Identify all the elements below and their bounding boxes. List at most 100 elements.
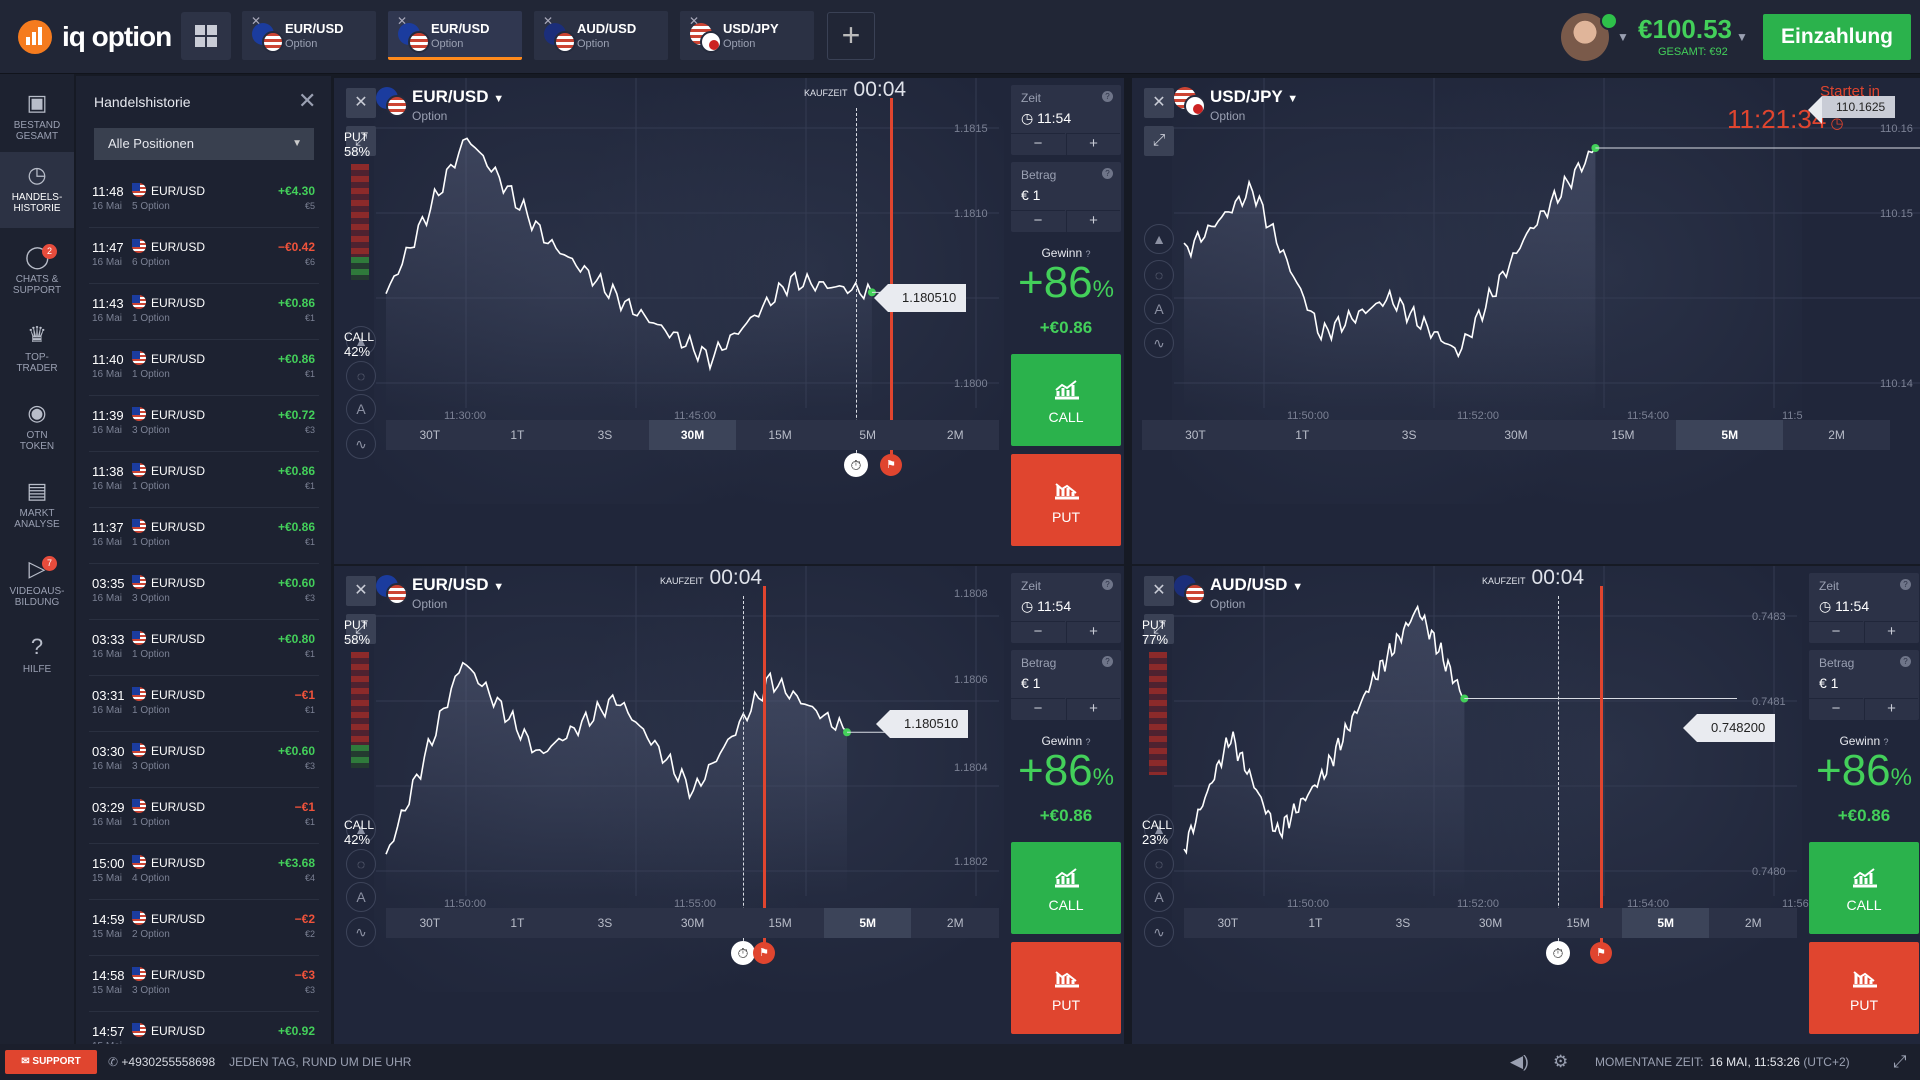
nav-top-trader[interactable]: ♛ TOP- TRADER <box>16 322 58 375</box>
timescale-icon[interactable]: ◌ <box>1144 849 1174 879</box>
put-button[interactable]: PUT <box>1809 942 1919 1034</box>
help-icon[interactable]: ? <box>1102 168 1113 179</box>
amount-box[interactable]: Betrag? € 1 − + <box>1011 650 1121 720</box>
drawing-tool-icon[interactable]: A <box>1144 294 1174 324</box>
timeframe-option[interactable]: 1T <box>1308 916 1323 930</box>
history-row[interactable]: 11:38 16 Mai EUR/USD 1 Option +€0.86 €1 <box>89 452 319 508</box>
time-increase-button[interactable]: + <box>1864 621 1918 643</box>
support-button[interactable]: ✉ SUPPORT <box>5 1050 97 1074</box>
timeframe-option[interactable]: 30T <box>1185 428 1206 442</box>
amount-decrease-button[interactable]: − <box>1011 210 1065 232</box>
chart-type-icon[interactable]: ▲ <box>1144 814 1174 844</box>
timeframe-option[interactable]: 5M <box>1676 420 1784 450</box>
timeframe-option[interactable]: 2M <box>1828 428 1845 442</box>
help-icon[interactable]: ? <box>1900 656 1911 667</box>
history-row[interactable]: 03:33 16 Mai EUR/USD 1 Option +€0.80 €1 <box>89 620 319 676</box>
nav-portfolio[interactable]: ▣ BESTAND GESAMT <box>13 90 61 143</box>
timescale-icon[interactable]: ◌ <box>1144 260 1174 290</box>
add-tab-button[interactable]: + <box>827 12 875 60</box>
history-row[interactable]: 03:35 16 Mai EUR/USD 3 Option +€0.60 €3 <box>89 564 319 620</box>
timescale-icon[interactable]: ◌ <box>346 849 376 879</box>
time-decrease-button[interactable]: − <box>1011 621 1065 643</box>
timeframe-option[interactable]: 30M <box>1478 916 1503 930</box>
expiry-time-box[interactable]: Zeit? ◷ 11:54 − + <box>1011 85 1121 155</box>
history-row[interactable]: 03:29 16 Mai EUR/USD 1 Option −€1 €1 <box>89 788 319 844</box>
nav-video-education[interactable]: ▷ 7 VIDEOAUS- BILDUNG <box>9 556 65 608</box>
deposit-button[interactable]: Einzahlung <box>1763 14 1911 60</box>
gear-icon[interactable]: ⚙ <box>1553 1052 1569 1071</box>
timeframe-option[interactable]: 30T <box>419 428 441 442</box>
sound-icon[interactable]: ◀) <box>1510 1052 1529 1071</box>
help-icon[interactable]: ? <box>1102 656 1113 667</box>
nav-market-analysis[interactable]: ▤ MARKT ANALYSE <box>14 478 60 531</box>
fullscreen-icon[interactable]: ⤢ <box>1893 1052 1907 1071</box>
help-icon[interactable]: ? <box>1900 579 1911 590</box>
timeframe-option[interactable]: 2M <box>1744 916 1762 930</box>
help-icon[interactable]: ? <box>1085 737 1091 747</box>
indicators-icon[interactable]: ∿ <box>346 917 376 947</box>
drawing-tool-icon[interactable]: A <box>346 394 376 424</box>
help-icon[interactable]: ? <box>1102 579 1113 590</box>
timeframe-option[interactable]: 3S <box>597 916 613 930</box>
history-row[interactable]: 14:59 15 Mai EUR/USD 2 Option −€2 €2 <box>89 900 319 956</box>
timeframe-option[interactable]: 5M <box>1621 908 1710 938</box>
amount-decrease-button[interactable]: − <box>1011 698 1065 720</box>
indicators-icon[interactable]: ∿ <box>1144 917 1174 947</box>
drawing-tool-icon[interactable]: A <box>346 882 376 912</box>
time-decrease-button[interactable]: − <box>1809 621 1863 643</box>
call-button[interactable]: CALL <box>1011 354 1121 446</box>
chevron-down-icon[interactable]: ▼ <box>1736 30 1748 44</box>
history-row[interactable]: 15:00 15 Mai EUR/USD 4 Option +€3.68 €4 <box>89 844 319 900</box>
timeframe-option[interactable]: 30T <box>1217 916 1239 930</box>
help-icon[interactable]: ? <box>1102 91 1113 102</box>
call-button[interactable]: CALL <box>1011 842 1121 934</box>
close-tab-icon[interactable]: ✕ <box>251 14 262 28</box>
timeframe-option[interactable]: 30M <box>648 420 737 450</box>
amount-input[interactable]: € 1 <box>1021 187 1041 203</box>
history-row[interactable]: 11:43 16 Mai EUR/USD 1 Option +€0.86 €1 <box>89 284 319 340</box>
history-row[interactable]: 11:40 16 Mai EUR/USD 1 Option +€0.86 €1 <box>89 340 319 396</box>
close-tab-icon[interactable]: ✕ <box>689 14 700 28</box>
amount-input[interactable]: € 1 <box>1819 675 1839 691</box>
expand-icon[interactable]: ⤢ <box>1144 614 1174 644</box>
timeframe-option[interactable]: 3S <box>1401 428 1417 442</box>
amount-box[interactable]: Betrag? € 1 − + <box>1011 162 1121 232</box>
history-row[interactable]: 14:58 15 Mai EUR/USD 3 Option −€3 €3 <box>89 956 319 1012</box>
call-button[interactable]: CALL <box>1809 842 1919 934</box>
position-filter-select[interactable]: Alle Positionen ▼ <box>94 128 314 160</box>
asset-tab[interactable]: ✕ EUR/USD Option <box>242 11 376 60</box>
history-row[interactable]: 03:30 16 Mai EUR/USD 3 Option +€0.60 €3 <box>89 732 319 788</box>
timeframe-option[interactable]: 15M <box>1566 916 1590 930</box>
amount-increase-button[interactable]: + <box>1066 698 1120 720</box>
history-row[interactable]: 11:37 16 Mai EUR/USD 1 Option +€0.86 €1 <box>89 508 319 564</box>
nav-chats-support[interactable]: ◯ 2 CHATS & SUPPORT <box>12 244 62 296</box>
price-chart[interactable] <box>376 566 999 976</box>
timeframe-option[interactable]: 2M <box>946 916 964 930</box>
history-row[interactable]: 11:47 16 Mai EUR/USD 6 Option −€0.42 €6 <box>89 228 319 284</box>
close-tab-icon[interactable]: ✕ <box>543 14 554 28</box>
price-chart[interactable] <box>1174 566 1797 976</box>
expiry-time-box[interactable]: Zeit? ◷ 11:54 − + <box>1011 573 1121 643</box>
expiry-time-box[interactable]: Zeit? ◷ 11:54 − + <box>1809 573 1919 643</box>
close-tab-icon[interactable]: ✕ <box>397 14 408 28</box>
chart-type-icon[interactable]: ▲ <box>346 814 376 844</box>
timeframe-option[interactable]: 3S <box>597 428 613 442</box>
balance[interactable]: €100.53 <box>1638 14 1732 44</box>
asset-tab-active[interactable]: ✕ EUR/USD Option <box>388 11 522 60</box>
timeframe-option[interactable]: 2M <box>946 428 964 442</box>
time-increase-button[interactable]: + <box>1066 621 1120 643</box>
timeframe-option[interactable]: 30M <box>1504 428 1528 442</box>
expand-icon[interactable]: ⤢ <box>346 614 376 644</box>
timeframe-option[interactable]: 3S <box>1395 916 1411 930</box>
expand-icon[interactable]: ⤢ <box>346 126 376 156</box>
price-chart[interactable] <box>1174 78 1920 488</box>
expand-icon[interactable]: ⤢ <box>1144 126 1174 156</box>
amount-increase-button[interactable]: + <box>1066 210 1120 232</box>
price-chart[interactable] <box>376 78 999 488</box>
time-decrease-button[interactable]: − <box>1011 133 1065 155</box>
amount-decrease-button[interactable]: − <box>1809 698 1863 720</box>
amount-box[interactable]: Betrag? € 1 − + <box>1809 650 1919 720</box>
history-row[interactable]: 11:39 16 Mai EUR/USD 3 Option +€0.72 €3 <box>89 396 319 452</box>
nav-trade-history[interactable]: ◷ HANDELS- HISTORIE <box>0 152 74 228</box>
chevron-down-icon[interactable]: ▼ <box>1617 30 1629 44</box>
